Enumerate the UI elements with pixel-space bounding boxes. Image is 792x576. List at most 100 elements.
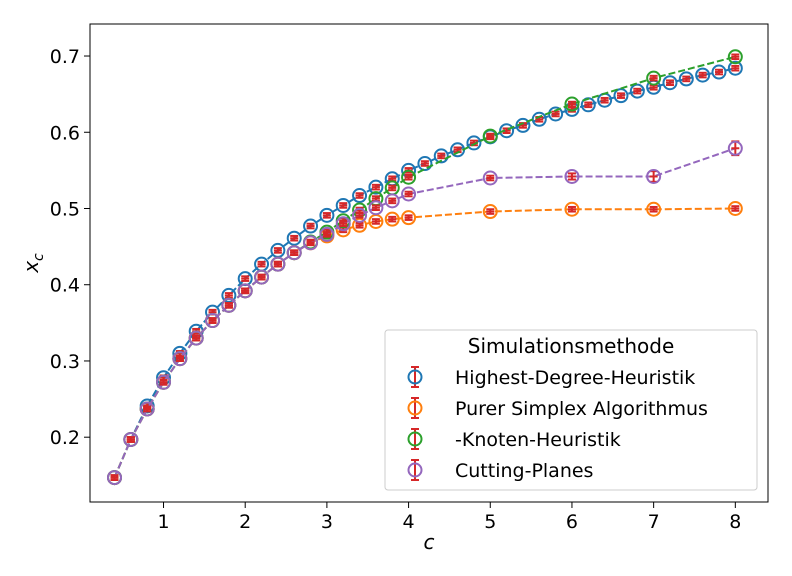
error-bar bbox=[388, 197, 397, 205]
error-bar bbox=[371, 183, 380, 191]
error-bar bbox=[731, 53, 740, 61]
data-point bbox=[564, 168, 580, 184]
error-bar bbox=[355, 212, 364, 219]
y-axis-label: xc bbox=[19, 253, 47, 274]
legend-marker bbox=[407, 400, 423, 416]
legend-title: Simulationsmethode bbox=[468, 334, 675, 358]
data-point bbox=[695, 67, 711, 83]
error-bar bbox=[388, 215, 397, 223]
legend-entry: Cutting-Planes bbox=[407, 459, 593, 482]
data-point bbox=[678, 71, 694, 87]
data-point bbox=[646, 70, 662, 86]
error-bar bbox=[110, 474, 119, 481]
error-bar bbox=[355, 221, 364, 229]
data-point bbox=[237, 283, 253, 299]
data-point bbox=[123, 431, 139, 447]
data-point bbox=[368, 200, 384, 216]
error-bar bbox=[633, 87, 642, 95]
error-bar bbox=[731, 205, 740, 212]
y-tick-label: 0.2 bbox=[50, 427, 80, 449]
error-bar bbox=[649, 83, 658, 91]
data-point bbox=[352, 217, 368, 233]
error-bar bbox=[175, 355, 184, 362]
error-bar bbox=[616, 92, 625, 99]
legend-entry: Purer Simplex Algorithmus bbox=[407, 397, 708, 420]
error-bar bbox=[682, 75, 691, 83]
data-point bbox=[515, 117, 531, 133]
y-axis-label-subscript: c bbox=[31, 253, 47, 261]
data-point bbox=[188, 330, 204, 346]
error-bar bbox=[257, 260, 266, 268]
data-point bbox=[466, 135, 482, 151]
error-bar bbox=[339, 202, 348, 209]
error-bar bbox=[126, 436, 135, 443]
x-tick-label: 7 bbox=[648, 511, 660, 533]
series-layer bbox=[107, 49, 743, 486]
legend-marker bbox=[407, 369, 423, 385]
error-bar bbox=[731, 64, 740, 72]
data-point bbox=[107, 470, 123, 486]
data-point bbox=[254, 269, 270, 285]
error-bar bbox=[388, 184, 397, 192]
legend-label: Purer Simplex Algorithmus bbox=[455, 398, 708, 420]
error-bar bbox=[388, 175, 397, 183]
error-bar bbox=[404, 190, 413, 198]
y-axis-label-main: x bbox=[19, 261, 43, 274]
x-tick-label: 5 bbox=[484, 511, 496, 533]
data-point bbox=[352, 207, 368, 223]
legend-entry: -Knoten-Heuristik bbox=[407, 428, 621, 451]
data-point bbox=[711, 64, 727, 80]
error-bar bbox=[306, 239, 315, 247]
error-bar bbox=[290, 249, 299, 256]
error-bar bbox=[273, 260, 282, 268]
y-tick-label: 0.4 bbox=[50, 275, 80, 297]
data-point bbox=[433, 148, 449, 164]
y-axis: 0.2 0.3 0.4 0.5 0.6 0.7 bbox=[50, 46, 90, 449]
data-point bbox=[401, 186, 417, 202]
error-bar bbox=[698, 71, 707, 79]
error-bar bbox=[371, 218, 380, 225]
error-bar bbox=[567, 100, 576, 108]
data-point bbox=[727, 49, 743, 65]
error-bar bbox=[224, 292, 233, 299]
data-point bbox=[727, 60, 743, 76]
error-bar bbox=[404, 173, 413, 181]
data-point bbox=[646, 168, 662, 184]
legend-entry: Highest-Degree-Heuristik bbox=[407, 366, 695, 389]
data-point bbox=[482, 170, 498, 186]
error-bar bbox=[437, 152, 446, 160]
error-bar bbox=[241, 287, 250, 295]
data-point bbox=[482, 128, 498, 144]
error-bar bbox=[159, 379, 168, 386]
error-bar bbox=[322, 231, 331, 238]
error-bar bbox=[306, 222, 315, 230]
data-point bbox=[727, 140, 743, 156]
error-bar bbox=[551, 110, 560, 118]
legend-label: -Knoten-Heuristik bbox=[455, 429, 621, 451]
y-tick-label: 0.3 bbox=[50, 351, 80, 373]
error-bar bbox=[486, 132, 495, 140]
data-point bbox=[319, 226, 335, 242]
error-bar bbox=[241, 275, 250, 282]
error-bar bbox=[355, 192, 364, 199]
error-bar bbox=[665, 79, 674, 86]
error-bar bbox=[567, 172, 576, 181]
x-tick-label: 6 bbox=[566, 511, 578, 533]
y-tick-label: 0.5 bbox=[50, 198, 80, 220]
data-point bbox=[221, 287, 237, 303]
error-bar bbox=[486, 174, 495, 182]
error-bar bbox=[453, 146, 462, 154]
error-bar bbox=[257, 273, 266, 281]
series-3 bbox=[107, 140, 743, 486]
data-point bbox=[303, 218, 319, 234]
data-point bbox=[401, 169, 417, 185]
x-tick-label: 2 bbox=[239, 511, 251, 533]
legend-entries: Highest-Degree-Heuristik Purer Simplex Al… bbox=[407, 366, 708, 482]
data-point bbox=[156, 374, 172, 390]
data-point bbox=[303, 235, 319, 251]
data-point bbox=[368, 179, 384, 195]
legend-label: Cutting-Planes bbox=[455, 460, 593, 482]
error-bar bbox=[404, 214, 413, 221]
data-point bbox=[319, 207, 335, 223]
error-bar bbox=[143, 405, 152, 413]
